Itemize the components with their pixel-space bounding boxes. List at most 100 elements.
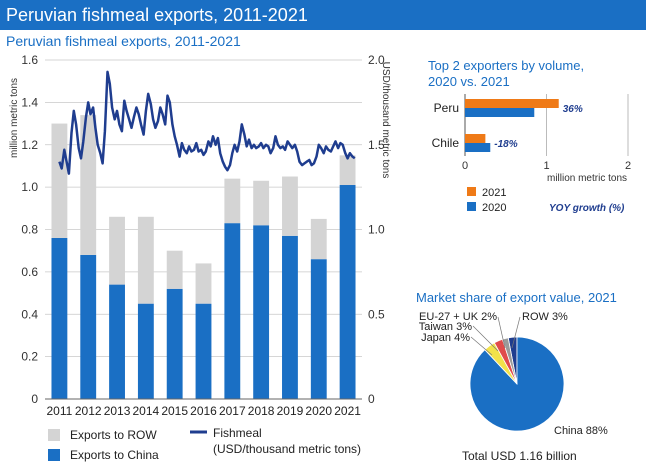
right-tick-label: 1.5 — [368, 138, 385, 152]
right-axis-label: USD/thousand metric tons — [380, 62, 391, 179]
pie-slices — [469, 336, 565, 432]
pie-leader-line — [511, 316, 521, 349]
bar-row — [166, 250, 183, 289]
bar-row — [195, 263, 212, 304]
year-label: 2014 — [133, 404, 160, 418]
exporters-x-label: million metric tons — [547, 173, 627, 184]
bar-row — [310, 218, 327, 260]
bar-row — [51, 123, 68, 238]
year-label: 2011 — [47, 404, 73, 418]
exporters-tick-label: 1 — [543, 160, 549, 172]
exporters-category-label: Peru — [434, 101, 459, 115]
year-label: 2016 — [190, 404, 217, 418]
bar-china — [282, 235, 298, 399]
bar-china — [137, 303, 154, 399]
pie-label: Japan 4% — [421, 332, 470, 344]
legend-swatch-2020 — [467, 202, 476, 211]
year-label: 2018 — [248, 404, 275, 418]
year-labels: 2011 2012 2013 2014 2015 2016 2017 2018 2019 2020… — [47, 404, 362, 418]
exporters-yoy-labels: 36% -18% — [494, 104, 583, 150]
yoy-growth-label: YOY growth (%) — [549, 203, 625, 214]
left-tick-label: 0.6 — [21, 265, 38, 279]
pie-labels: China 88% Japan 4%Taiwan 3%EU-27 + UK 2% R… — [419, 311, 608, 437]
year-label: 2019 — [277, 404, 304, 418]
chart-canvas: Peruvian fishmeal exports, 2011-2021 mil… — [6, 33, 631, 463]
left-tick-label: 0.4 — [21, 307, 38, 321]
left-tick-label: 0 — [31, 392, 38, 406]
left-tick-label: 1.0 — [21, 180, 38, 194]
exporters-title-line2: 2020 vs. 2021 — [428, 74, 510, 89]
year-label: 2013 — [104, 404, 131, 418]
pie-title: Market share of export value, 2021 — [416, 290, 617, 305]
left-tick-label: 0.8 — [21, 223, 38, 237]
pie-slice — [501, 337, 518, 385]
exporters-bar-2020 — [465, 143, 491, 152]
pie-label: Taiwan 3% — [419, 321, 472, 333]
exporters-yoy-label: 36% — [563, 104, 583, 115]
legend-label-row: Exports to ROW — [70, 428, 157, 442]
exporters-tick-label: 2 — [625, 160, 631, 172]
bar-china — [166, 288, 183, 399]
year-label: 2020 — [305, 404, 332, 418]
year-label: 2017 — [219, 404, 246, 418]
right-tick-label: 0.5 — [368, 307, 385, 321]
right-tick-label: 2.0 — [368, 53, 385, 67]
right-tick-label: 0 — [368, 392, 375, 406]
pie-label: EU-27 + UK 2% — [419, 311, 497, 323]
pie-leader-line — [472, 325, 499, 352]
pie-label: ROW 3% — [522, 311, 568, 323]
pie-label: China 88% — [554, 425, 608, 437]
legend-swatch-2021 — [467, 187, 476, 196]
bar-china — [80, 254, 97, 399]
left-tick-label: 1.2 — [21, 138, 38, 152]
bar-row — [339, 155, 356, 186]
bar-row — [137, 216, 154, 304]
legend-label-fishmeal-units: (USD/thousand metric tons) — [213, 442, 361, 456]
right-tick-label: 1.0 — [368, 223, 385, 237]
bar-row — [80, 115, 97, 255]
legend-label-2021: 2021 — [482, 187, 506, 199]
legend-label-china: Exports to China — [70, 448, 159, 462]
year-label: 2021 — [334, 404, 361, 418]
legend-label-2020: 2020 — [482, 202, 506, 214]
exporters-chart: Top 2 exporters by volume, 2020 vs. 2021… — [428, 58, 631, 214]
left-axis-label: million metric tons — [9, 78, 20, 158]
fishmeal-price-line — [58, 70, 356, 175]
left-tick-label: 1.6 — [21, 53, 38, 67]
bar-row — [282, 176, 298, 236]
exporters-category-labels: Peru Chile — [432, 101, 460, 150]
exporters-bars — [465, 99, 559, 152]
main-legend: Exports to ROW Exports to China Fishmeal… — [48, 426, 361, 462]
bar-china — [310, 259, 327, 399]
exporters-tick-label: 0 — [462, 160, 468, 172]
main-chart: Peruvian fishmeal exports, 2011-2021 mil… — [6, 33, 391, 462]
left-tick-label: 0.2 — [21, 350, 38, 364]
legend-swatch-china — [48, 449, 60, 461]
year-label: 2012 — [75, 404, 102, 418]
market-share-chart: Market share of export value, 2021 China… — [416, 290, 617, 463]
banner-title: Peruvian fishmeal exports, 2011-2021 — [6, 5, 308, 25]
pie-leader-line — [497, 316, 506, 349]
year-label: 2015 — [161, 404, 188, 418]
bar-china — [51, 237, 68, 399]
left-tick-labels: 0 0.2 0.4 0.6 0.8 1.0 1.2 1.4 1.6 — [21, 53, 38, 406]
pie-total: Total USD 1.16 billion — [462, 449, 577, 463]
bar-china — [339, 185, 356, 399]
bar-row — [224, 178, 241, 224]
bar-row — [109, 216, 125, 285]
main-chart-title: Peruvian fishmeal exports, 2011-2021 — [6, 33, 241, 49]
bar-china — [224, 223, 241, 399]
exporters-category-label: Chile — [432, 136, 460, 150]
bar-row — [253, 180, 270, 226]
exporters-bar-2021 — [465, 99, 559, 108]
pie-leader-line — [470, 336, 493, 356]
bar-china — [253, 225, 270, 399]
bar-china — [195, 303, 212, 399]
exporters-yoy-label: -18% — [494, 139, 517, 150]
exporters-bar-2021 — [465, 134, 486, 143]
legend-label-fishmeal: Fishmeal — [213, 426, 262, 440]
banner: Peruvian fishmeal exports, 2011-2021 — [0, 0, 646, 30]
exporters-title-line1: Top 2 exporters by volume, — [428, 58, 584, 73]
right-tick-labels: 0 0.5 1.0 1.5 2.0 — [368, 53, 385, 406]
left-tick-label: 1.4 — [21, 95, 38, 109]
